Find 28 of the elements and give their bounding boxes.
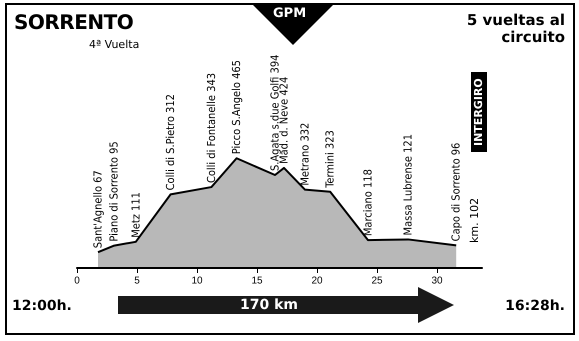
text: 16:28h.: [505, 298, 565, 314]
data-label: Termini 323: [324, 130, 337, 189]
x-tick-label: 20: [311, 276, 323, 286]
data-label: Metz 111: [129, 192, 142, 238]
data-label: Piano di Sorrento 95: [108, 141, 121, 242]
x-tick-label: 25: [371, 276, 383, 286]
x-tick-label: 5: [134, 276, 140, 286]
chart-subtitle: 4ª Vuelta: [89, 38, 140, 51]
text: 5 vueltas al circuito: [466, 11, 565, 46]
text: INTERGIRO: [471, 72, 487, 152]
data-label: Metrano 332: [298, 122, 312, 186]
text: GPM: [273, 6, 306, 21]
data-label: Sant'Agnello 67: [92, 170, 104, 248]
chart-title: SORRENTO: [14, 10, 134, 34]
text: 170 km: [240, 297, 298, 313]
data-label: Marciano 118: [362, 169, 374, 236]
x-tick-label: 15: [251, 276, 263, 286]
data-label: Mad. d. Neve 424: [278, 76, 290, 164]
annotation: km. 102: [468, 196, 482, 243]
data-label: Massa Lubrense 121: [402, 134, 415, 236]
data-label: Capo di Sorrento 96: [450, 142, 463, 242]
x-tick-label: 0: [74, 276, 80, 286]
data-label: Colli di Fontanelle 343: [204, 72, 218, 184]
data-label: Picco S.Angelo 465: [230, 60, 244, 154]
x-tick-label: 30: [431, 276, 443, 286]
text: 12:00h.: [12, 298, 72, 314]
x-tick-label: 10: [191, 276, 203, 286]
data-label: Colli di S.Pietro 312: [164, 94, 178, 190]
